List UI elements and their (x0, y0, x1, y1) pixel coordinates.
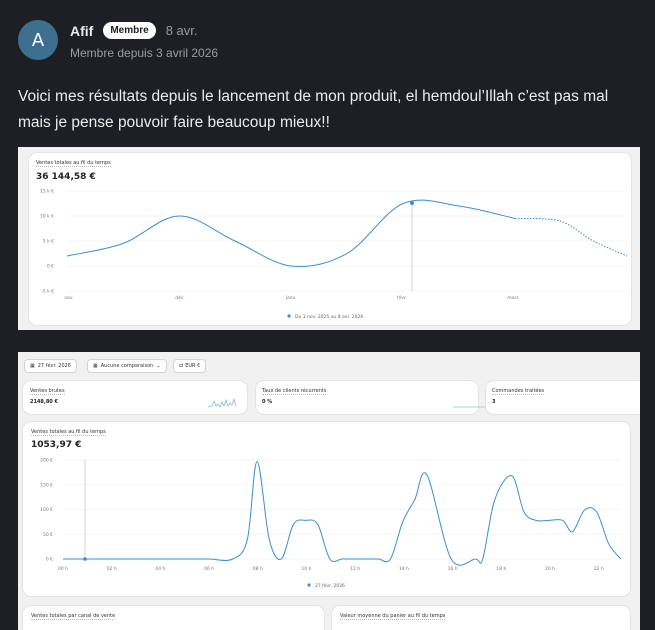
post-header: A Afif Membre 8 avr. Membre depuis 3 avr… (18, 20, 218, 60)
date-filter-label: 27 févr. 2026 (37, 363, 71, 369)
x-tick-label: 00 h (58, 566, 68, 572)
kpi-label: Ventes brutes (30, 388, 65, 395)
y-tick-label: 200 € (40, 458, 53, 464)
legend-label: Du 1 nov. 2025 au 8 avr. 2026 (295, 314, 363, 320)
sales-line (66, 199, 516, 267)
hourly-sales-line (62, 460, 622, 566)
hover-point (410, 201, 414, 205)
chart-total: 36 144,58 € (36, 172, 96, 182)
screenshot-1[interactable]: Ventes totales au fil du temps 36 144,58… (18, 147, 640, 330)
y-tick-label: 150 € (40, 482, 53, 488)
y-tick-label: 10 k € (40, 214, 54, 220)
legend-marker (287, 314, 291, 318)
calendar-icon: ▦ (30, 363, 35, 369)
hover-point (83, 557, 87, 561)
card-title: Valeur moyenne du panier au fil du temps (340, 613, 446, 620)
y-tick-label: 15 k € (40, 189, 54, 195)
x-tick-label: mars (507, 295, 519, 301)
member-badge: Membre (103, 22, 156, 39)
average-basket-card: Valeur moyenne du panier au fil du temps (332, 606, 630, 630)
currency-label: EUR € (185, 363, 201, 369)
post-date: 8 avr. (165, 23, 198, 38)
kpi-value: 0 % (262, 399, 273, 405)
avatar[interactable]: A (18, 20, 58, 60)
y-tick-label: -5 k € (41, 289, 54, 295)
currency-filter[interactable]: ⇄ EUR € (173, 359, 207, 373)
sales-line-chart[interactable]: 15 k € 10 k € 5 k € 0 € -5 k € nov. déc. janv.… (29, 153, 631, 325)
x-tick-label: 08 h (253, 566, 263, 572)
legend-marker (307, 583, 311, 587)
calendar-icon: ▦ (93, 363, 98, 369)
kpi-label: Commandes traitées (492, 388, 545, 395)
kpi-value: 3 (492, 399, 496, 405)
x-tick-label: 10 h (301, 566, 311, 572)
y-tick-label: 100 € (40, 507, 53, 513)
x-tick-label: janv. (285, 295, 297, 301)
comparison-filter[interactable]: ▦ Aucune comparaison ⌄ (87, 359, 167, 373)
y-tick-label: 50 € (43, 532, 53, 538)
x-tick-label: 20 h (545, 566, 555, 572)
y-tick-label: 0 € (47, 264, 54, 270)
chart-title: Ventes totales au fil du temps (36, 160, 111, 167)
chart-title: Ventes totales au fil du temps (31, 429, 106, 436)
sparkline (453, 406, 488, 408)
x-tick-label: 02 h (107, 566, 117, 572)
post-text: Voici mes résultats depuis le lancement … (18, 88, 609, 131)
name-row: Afif Membre 8 avr. (70, 22, 218, 39)
kpi-value: 2148,80 € (30, 399, 58, 405)
kpi-card-gross-sales[interactable]: Ventes brutes 2148,80 € (23, 381, 247, 414)
legend-label: 27 févr. 2026 (315, 582, 345, 589)
sales-chart-card: Ventes totales au fil du temps 36 144,58… (29, 153, 631, 325)
x-tick-label: 06 h (204, 566, 214, 572)
sales-line-projected (514, 217, 628, 257)
hourly-sales-chart-card: Ventes totales au fil du temps 1053,97 €… (23, 422, 630, 596)
x-tick-label: déc. (175, 294, 185, 301)
kpi-card-returning-rate[interactable]: Taux de clients récurrents 0 % (256, 381, 488, 414)
card-title: Ventes totales par canal de vente (31, 613, 116, 620)
x-tick-label: 16 h (448, 566, 458, 572)
date-filter[interactable]: ▦ 27 févr. 2026 (24, 359, 77, 373)
x-tick-label: 14 h (399, 566, 409, 572)
hourly-line-chart[interactable]: 200 € 150 € 100 € 50 € 0 € 00 h 02 h 04 h 06 h 0… (23, 422, 630, 596)
x-tick-label: 18 h (496, 566, 506, 572)
chevron-down-icon: ⌄ (156, 363, 161, 369)
sparkline (207, 397, 237, 408)
member-since: Membre depuis 3 avril 2026 (70, 46, 219, 60)
kpi-label: Taux de clients récurrents (262, 388, 327, 395)
post-meta: Afif Membre 8 avr. Membre depuis 3 avril… (70, 22, 218, 60)
chart-total: 1053,97 € (31, 440, 82, 450)
author-name[interactable]: Afif (70, 22, 94, 39)
screenshot-2[interactable]: ▦ 27 févr. 2026 ▦ Aucune comparaison ⌄ ⇄… (18, 352, 640, 630)
currency-icon: ⇄ (179, 363, 184, 369)
x-tick-label: 12 h (350, 566, 360, 572)
x-tick-label: 04 h (155, 566, 165, 572)
x-tick-label: 22 h (594, 566, 604, 572)
y-tick-label: 0 € (46, 557, 53, 563)
y-tick-label: 5 k € (43, 239, 54, 245)
channel-sales-card: Ventes totales par canal de vente (23, 606, 324, 630)
comparison-label: Aucune comparaison (100, 363, 154, 369)
x-tick-label: févr. (397, 294, 407, 301)
x-tick-label: nov. (64, 296, 73, 301)
kpi-card-orders[interactable]: Commandes traitées 3 (486, 381, 640, 414)
